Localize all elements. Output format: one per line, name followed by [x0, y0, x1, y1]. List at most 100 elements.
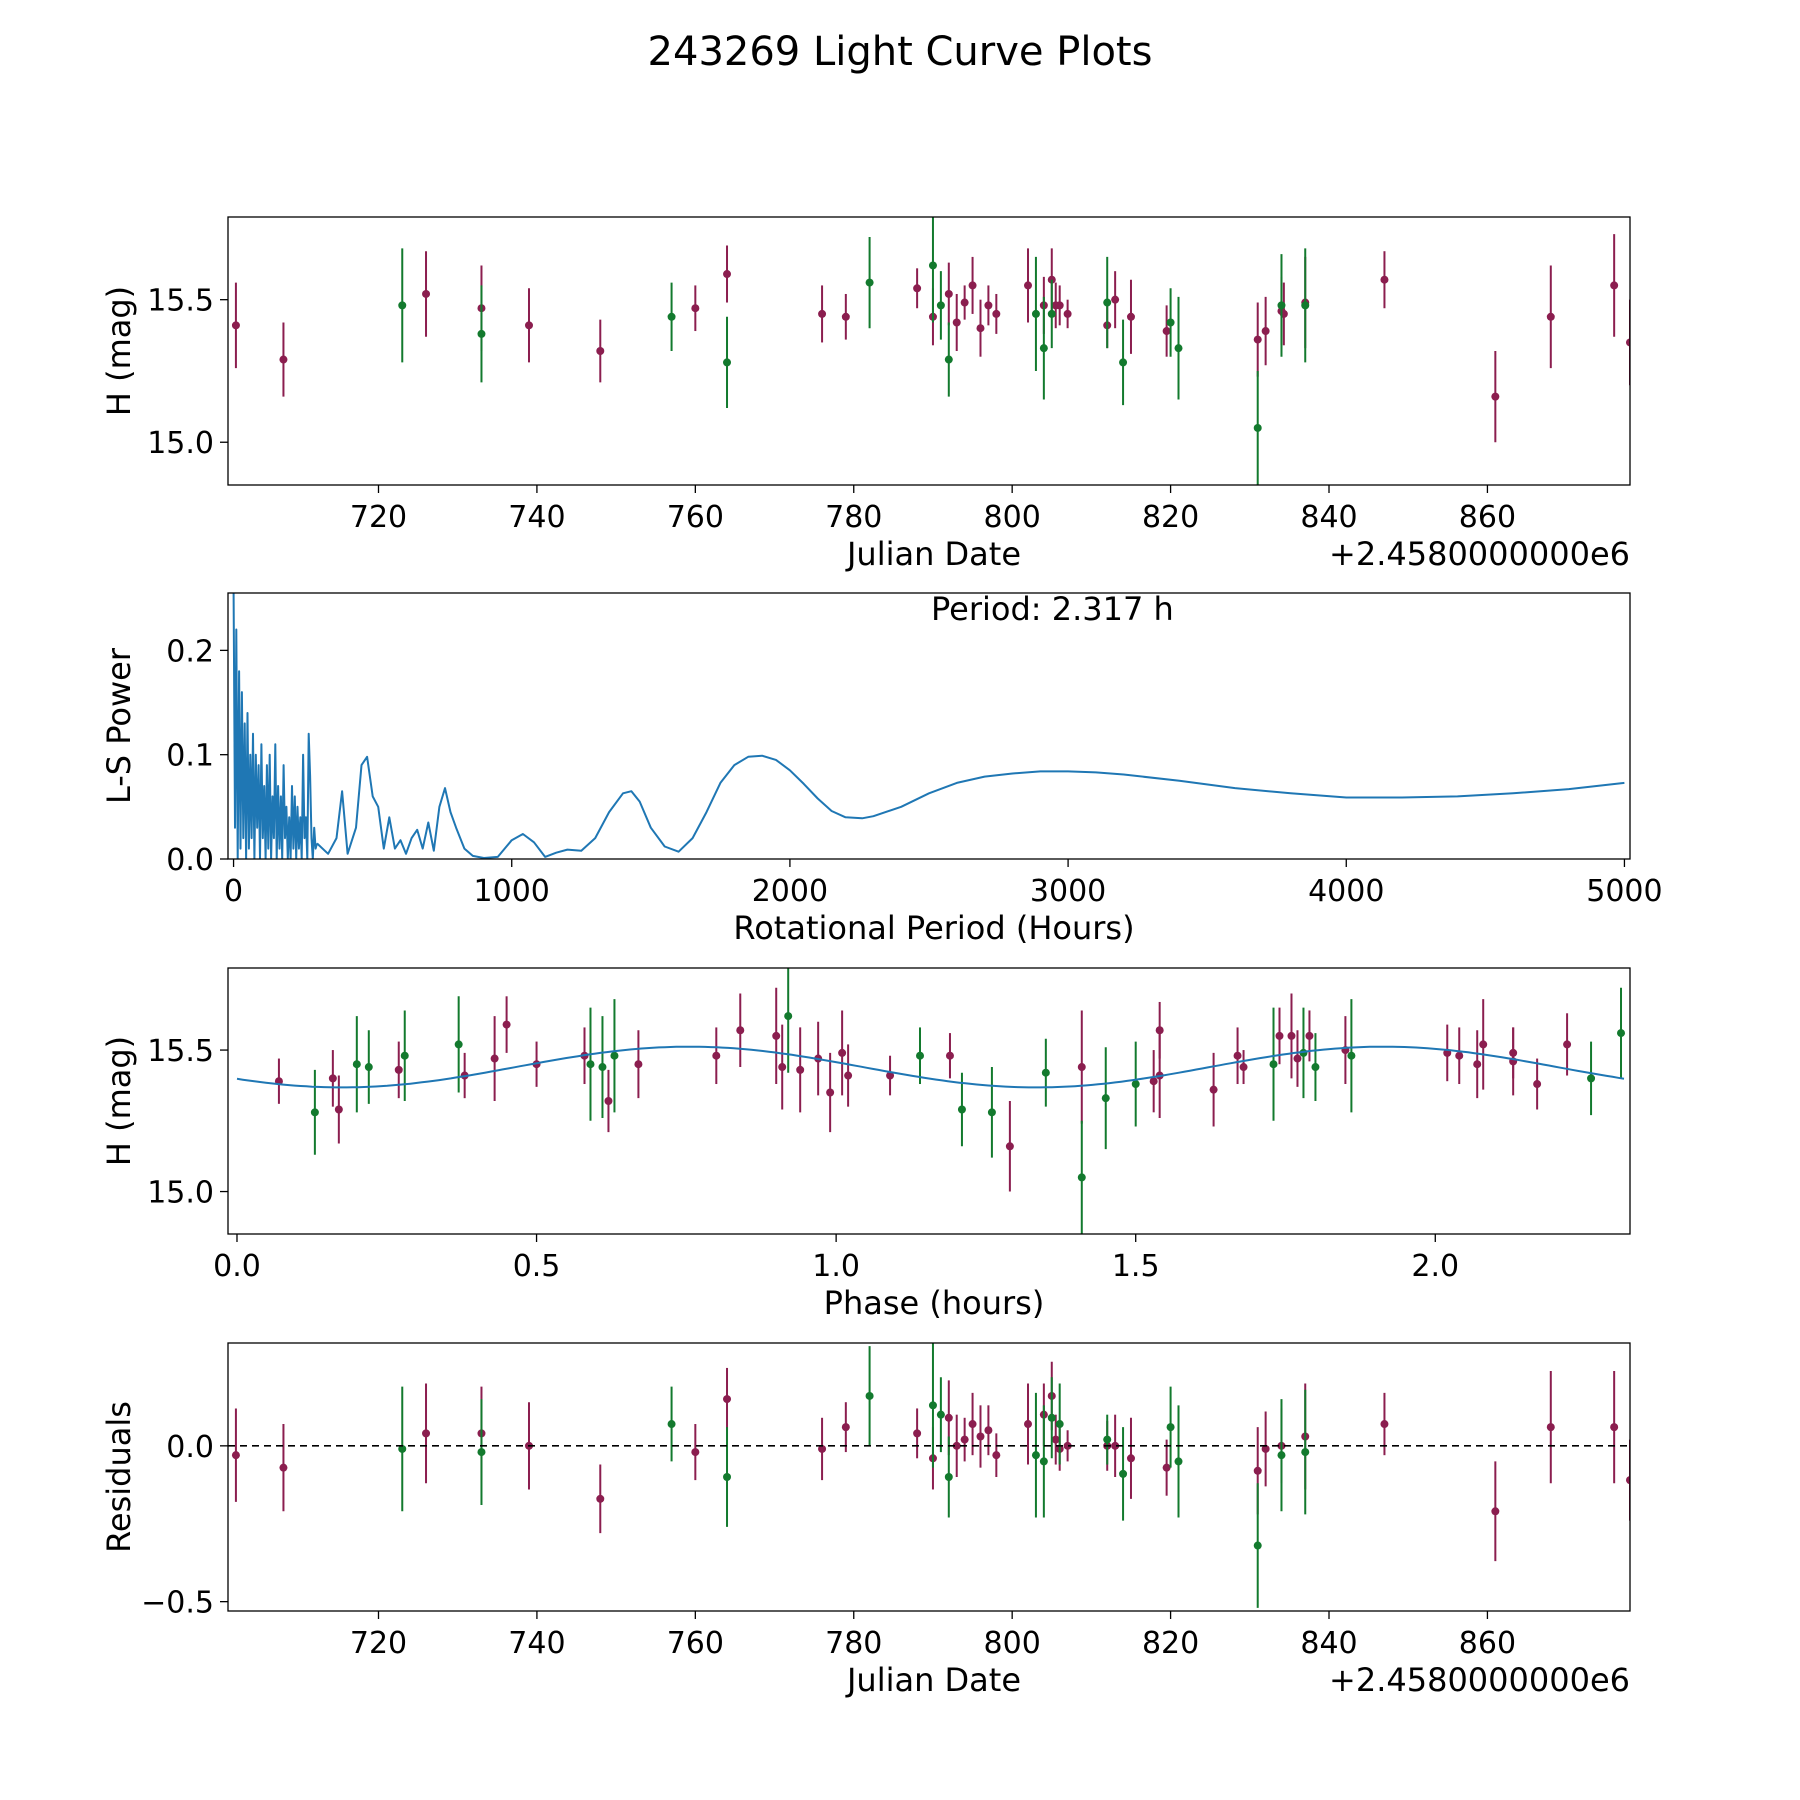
residuals-green-point-18	[1301, 1448, 1310, 1457]
phased-maroon-point-18	[838, 1048, 847, 1057]
phased-maroon-point-41	[1533, 1080, 1542, 1089]
lightcurve-maroon-point-10	[913, 284, 922, 293]
periodogram-frame	[227, 592, 1631, 860]
residuals-maroon-point-34	[1491, 1507, 1500, 1516]
periodogram-panel: 0 1000 2000 3000 4000 5000 0.0 0.1 0.2 Rotational…	[100, 590, 1663, 947]
lightcurve-xtick-label-7: 860	[1459, 500, 1516, 535]
phased-green-point-7	[610, 1051, 619, 1060]
residuals-green-point-1	[477, 1448, 486, 1457]
phased-green-point-0	[310, 1108, 319, 1117]
residuals-xlabel: Julian Date	[845, 1661, 1021, 1699]
residuals-green-point-5	[928, 1401, 937, 1410]
phased-maroon-point-14	[778, 1063, 787, 1072]
lightcurve-maroon-point-9	[841, 312, 850, 321]
periodogram-ytick-label-2: 0.2	[166, 634, 214, 669]
phased-maroon-point-37	[1473, 1060, 1482, 1069]
periodogram-line-0	[316, 754, 1625, 859]
lightcurve-green-point-15	[1253, 423, 1262, 432]
residuals-maroon-point-15	[968, 1420, 977, 1429]
lightcurve-maroon-point-26	[1111, 295, 1120, 304]
lightcurve-xtick-label-5: 820	[1142, 500, 1199, 535]
panels: 720 740 760 780 800 820 840 860 15.0 15.5 Julian D…	[100, 216, 1663, 1699]
phased-xtick-label-4: 2.0	[1411, 1249, 1459, 1284]
phased-green-point-15	[1131, 1080, 1140, 1089]
periodogram-ytick-label-1: 0.1	[166, 739, 214, 774]
phased-frame	[227, 967, 1631, 1235]
phased-maroon-point-30	[1275, 1031, 1284, 1040]
phased-green-point-13	[1077, 1173, 1086, 1182]
lightcurve-maroon-point-4	[524, 321, 533, 330]
residuals-maroon-point-27	[1126, 1454, 1135, 1463]
residuals-maroon-point-30	[1261, 1444, 1270, 1453]
phased-maroon-point-10	[634, 1060, 643, 1069]
lightcurve-maroon-point-29	[1253, 335, 1262, 344]
lightcurve-green-point-16	[1277, 301, 1286, 310]
phased-maroon-point-31	[1287, 1031, 1296, 1040]
phased-fit-curve	[236, 1045, 1625, 1089]
residuals-xtick-label-3: 780	[825, 1626, 882, 1661]
lightcurve-green-point-13	[1166, 318, 1175, 327]
residuals-maroon-point-17	[984, 1426, 993, 1435]
lightcurve-maroon-point-0	[231, 321, 240, 330]
residuals-green-point-13	[1119, 1469, 1128, 1478]
lightcurve-maroon-point-28	[1162, 327, 1171, 336]
residuals-maroon-point-33	[1380, 1420, 1389, 1429]
lightcurve-maroon-point-35	[1491, 392, 1500, 401]
lightcurve-maroon-point-18	[992, 309, 1001, 318]
lightcurve-maroon-point-8	[818, 309, 827, 318]
phased-xtick-label-1: 0.5	[513, 1249, 561, 1284]
residuals-maroon-point-24	[1063, 1441, 1072, 1450]
residuals-maroon-point-26	[1111, 1441, 1120, 1450]
lightcurve-xtick-label-4: 800	[984, 500, 1041, 535]
residuals-maroon-point-2	[422, 1429, 431, 1438]
residuals-green-point-6	[936, 1410, 945, 1419]
residuals-green-point-7	[944, 1473, 953, 1481]
phased-green-point-9	[916, 1051, 925, 1060]
lightcurve-maroon-point-6	[691, 304, 700, 313]
phased-green-point-5	[586, 1060, 595, 1069]
residuals-green-point-11	[1055, 1420, 1064, 1429]
lightcurve-maroon-point-24	[1063, 309, 1072, 318]
residuals-ylabel: Residuals	[100, 1401, 138, 1553]
phased-maroon-point-3	[394, 1065, 403, 1074]
phased-maroon-point-26	[1155, 1026, 1164, 1035]
lightcurve-xtick-label-6: 840	[1300, 500, 1357, 535]
phased-ytick-label-0: 15.0	[147, 1176, 214, 1211]
residuals-frame	[227, 1342, 1631, 1612]
residuals-maroon-point-19	[1024, 1420, 1033, 1429]
lightcurve-maroon-point-37	[1610, 281, 1619, 290]
lightcurve-maroon-point-16	[976, 324, 985, 333]
lightcurve-green-point-7	[944, 355, 953, 364]
residuals-panel: 720 740 760 780 800 820 840 860 −0.5 0.0 Julian Da…	[100, 1342, 1631, 1699]
lightcurve-xlabel: Julian Date	[845, 535, 1021, 573]
lightcurve-maroon-point-1	[279, 355, 288, 364]
lightcurve-green-point-8	[1031, 309, 1040, 318]
residuals-ytick-label-1: 0.0	[166, 1430, 214, 1465]
lightcurve-maroon-point-2	[422, 289, 431, 298]
phased-green-point-1	[352, 1060, 361, 1069]
phased-green-point-10	[957, 1105, 966, 1114]
phased-maroon-point-22	[1005, 1142, 1014, 1151]
periodogram-plot-area	[232, 593, 1625, 859]
residuals-maroon-point-37	[1626, 1476, 1630, 1485]
residuals-maroon-point-22	[1051, 1435, 1060, 1444]
lightcurve-ytick-label-0: 15.0	[147, 426, 214, 461]
residuals-green-point-2	[667, 1420, 676, 1429]
residuals-green-point-14	[1166, 1423, 1175, 1432]
figure-title: 243269 Light Curve Plots	[648, 29, 1153, 75]
lightcurve-offset-text: +2.4580000000e6	[1329, 535, 1630, 573]
lightcurve-maroon-point-30	[1261, 327, 1270, 336]
lightcurve-xtick-label-0: 720	[350, 500, 407, 535]
lightcurve-maroon-point-7	[723, 270, 732, 279]
lightcurve-maroon-point-5	[596, 347, 605, 355]
phased-green-point-14	[1101, 1094, 1110, 1103]
phased-maroon-point-17	[826, 1088, 835, 1097]
residuals-maroon-point-18	[992, 1451, 1001, 1460]
phased-maroon-point-28	[1233, 1051, 1242, 1060]
residuals-maroon-point-8	[818, 1444, 827, 1453]
phased-maroon-point-36	[1455, 1051, 1464, 1060]
lightcurve-green-point-2	[667, 312, 676, 321]
lightcurve-maroon-point-17	[984, 301, 993, 310]
lightcurve-green-point-6	[936, 301, 945, 310]
phased-green-point-20	[1587, 1074, 1596, 1083]
